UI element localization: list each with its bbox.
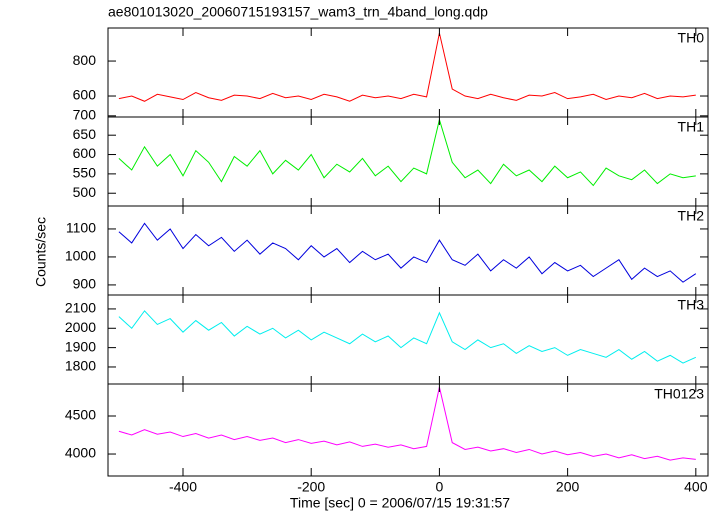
panel-frame bbox=[107, 383, 709, 477]
x-tick-label: -400 bbox=[169, 479, 197, 495]
panel-frame bbox=[107, 116, 709, 207]
y-tick-label: 1800 bbox=[65, 358, 96, 374]
data-line bbox=[118, 222, 697, 283]
data-line bbox=[118, 387, 696, 461]
y-axis-label: Counts/sec bbox=[33, 217, 49, 287]
panel-frame bbox=[107, 294, 709, 385]
panel-frame bbox=[107, 27, 709, 118]
panel-label: TH0 bbox=[678, 30, 705, 46]
data-line bbox=[118, 117, 696, 187]
y-tick-label: 800 bbox=[73, 52, 97, 68]
x-tick-label: 200 bbox=[556, 479, 580, 495]
panel-label: TH0123 bbox=[654, 386, 704, 402]
panel-label: TH1 bbox=[678, 119, 705, 135]
x-tick-label: 400 bbox=[684, 479, 708, 495]
y-tick-label: 500 bbox=[73, 184, 97, 200]
y-tick-label: 1000 bbox=[65, 248, 96, 264]
y-tick-label: 900 bbox=[73, 276, 97, 292]
panel-frame bbox=[107, 205, 709, 296]
chart-title: ae801013020_20060715193157_wam3_trn_4ban… bbox=[108, 4, 488, 20]
y-tick-label: 4500 bbox=[65, 407, 96, 423]
y-tick-label: 600 bbox=[73, 87, 97, 103]
y-tick-label: 700 bbox=[73, 107, 97, 123]
panel-label: TH3 bbox=[678, 297, 705, 313]
y-tick-label: 1900 bbox=[65, 338, 96, 354]
x-axis-label: Time [sec] 0 = 2006/07/15 19:31:57 bbox=[290, 495, 510, 511]
data-line bbox=[118, 32, 696, 102]
y-tick-label: 550 bbox=[73, 165, 97, 181]
y-tick-label: 600 bbox=[73, 145, 97, 161]
panel-label: TH2 bbox=[678, 208, 705, 224]
y-tick-label: 1100 bbox=[66, 220, 96, 236]
y-tick-label: 650 bbox=[73, 126, 97, 142]
y-tick-label: 2000 bbox=[65, 319, 96, 335]
data-line bbox=[118, 310, 697, 364]
x-tick-label: 0 bbox=[436, 479, 444, 495]
x-tick-label: -200 bbox=[297, 479, 325, 495]
y-tick-label: 4000 bbox=[65, 445, 96, 461]
y-tick-label: 2100 bbox=[65, 300, 96, 316]
